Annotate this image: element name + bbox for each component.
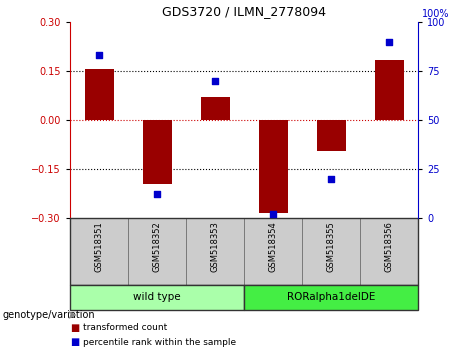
Title: GDS3720 / ILMN_2778094: GDS3720 / ILMN_2778094 [162, 5, 326, 18]
Text: RORalpha1delDE: RORalpha1delDE [287, 292, 375, 303]
Point [95, 52, 103, 58]
Bar [374, 59, 403, 120]
Text: GSM518356: GSM518356 [384, 221, 394, 272]
Text: GSM518355: GSM518355 [326, 221, 336, 272]
FancyBboxPatch shape [70, 285, 244, 310]
Point [327, 176, 335, 182]
Text: ■: ■ [70, 337, 79, 347]
Point [385, 39, 393, 45]
Text: wild type: wild type [133, 292, 181, 303]
Text: GSM518353: GSM518353 [211, 221, 219, 272]
Text: GSM518352: GSM518352 [153, 221, 161, 272]
Bar [142, 120, 171, 184]
Bar [259, 120, 288, 213]
FancyBboxPatch shape [244, 285, 418, 310]
Text: genotype/variation: genotype/variation [2, 310, 95, 320]
Text: GSM518351: GSM518351 [95, 221, 104, 272]
Bar [317, 120, 345, 151]
FancyBboxPatch shape [186, 218, 244, 285]
Text: transformed count: transformed count [83, 324, 167, 332]
Point [211, 78, 219, 84]
Text: percentile rank within the sample: percentile rank within the sample [83, 338, 236, 347]
FancyBboxPatch shape [244, 218, 302, 285]
Text: GSM518354: GSM518354 [268, 221, 278, 272]
Point [269, 211, 277, 217]
Point [154, 192, 161, 197]
Bar [84, 69, 113, 120]
FancyBboxPatch shape [360, 218, 418, 285]
FancyBboxPatch shape [70, 218, 128, 285]
Text: ■: ■ [70, 323, 79, 333]
Bar [201, 97, 230, 120]
FancyBboxPatch shape [128, 218, 186, 285]
Text: 100%: 100% [422, 9, 449, 19]
FancyBboxPatch shape [302, 218, 360, 285]
